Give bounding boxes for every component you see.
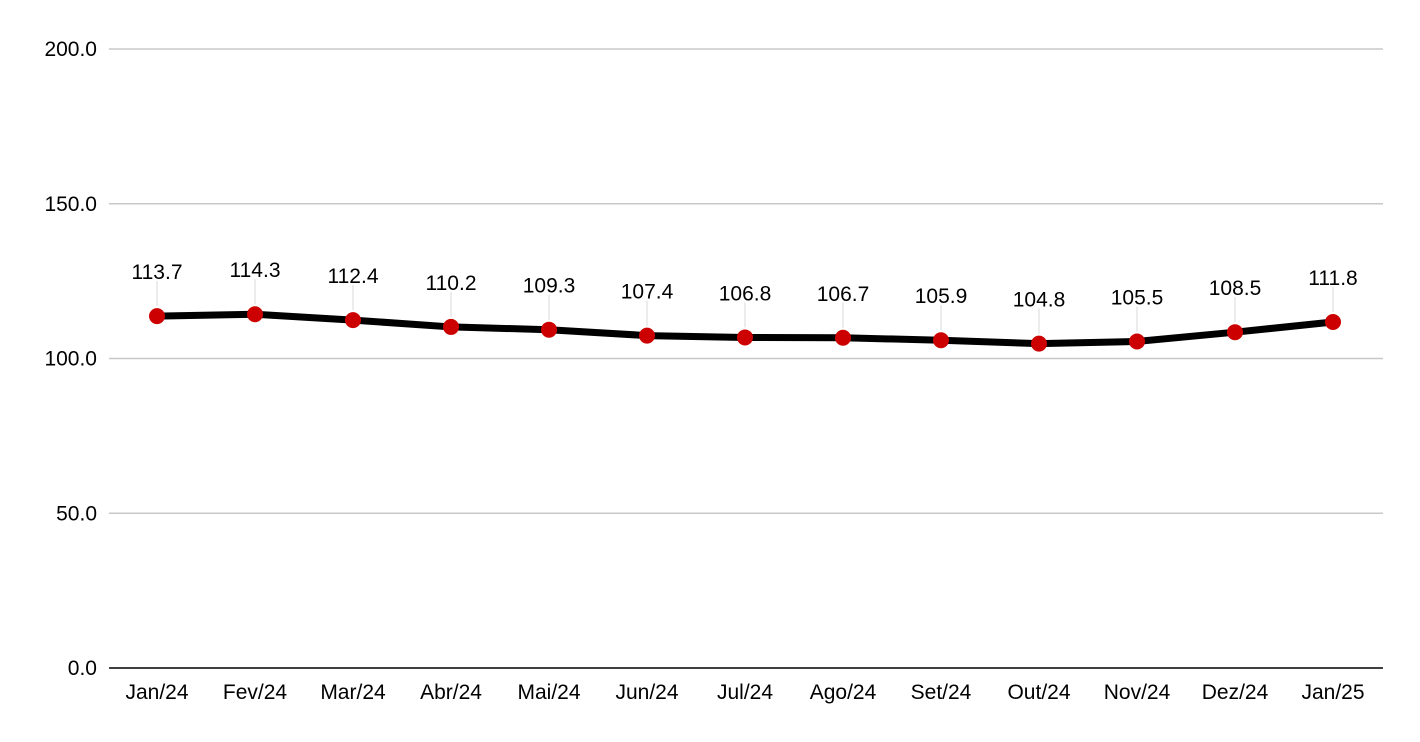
x-tick-label: Mar/24 (320, 681, 386, 704)
data-label: 106.7 (817, 283, 870, 306)
x-tick-label: Jan/24 (125, 681, 188, 704)
y-tick-label: 0.0 (68, 657, 97, 680)
x-tick-label: Ago/24 (810, 681, 877, 704)
x-tick-label: Mai/24 (517, 681, 580, 704)
data-point-marker (345, 312, 361, 329)
y-tick-label: 100.0 (44, 348, 97, 371)
data-point-marker (149, 308, 165, 325)
x-tick-label: Abr/24 (420, 681, 482, 704)
x-tick-label: Nov/24 (1104, 681, 1171, 704)
data-label: 110.2 (426, 272, 477, 295)
data-point-marker (541, 321, 557, 338)
data-point-marker (443, 318, 459, 335)
data-point-marker (1325, 313, 1341, 330)
y-tick-label: 50.0 (56, 502, 97, 525)
x-tick-label: Jul/24 (717, 681, 773, 704)
data-point-marker (933, 332, 949, 349)
x-tick-label: Jan/25 (1301, 681, 1364, 704)
y-tick-label: 200.0 (44, 38, 97, 61)
data-point-marker (737, 329, 753, 346)
data-label: 105.5 (1111, 286, 1164, 309)
x-tick-label: Jun/24 (615, 681, 678, 704)
data-point-marker (247, 306, 263, 323)
data-label-leader-lines (156, 279, 1334, 334)
data-label: 114.3 (230, 259, 281, 282)
data-label: 107.4 (621, 281, 674, 304)
x-tick-label: Set/24 (911, 681, 972, 704)
data-label: 108.5 (1209, 277, 1262, 300)
y-axis-tick-labels: 0.0 50.0 100.0 150.0 200.0 (44, 38, 97, 680)
data-point-marker (639, 327, 655, 344)
x-axis-tick-labels: Jan/24 Fev/24 Mar/24 Abr/24 Mai/24 Jun/24 Jul/… (125, 681, 1364, 704)
data-point-marker (1031, 335, 1047, 352)
data-label: 109.3 (523, 275, 576, 298)
x-tick-label: Out/24 (1007, 681, 1070, 704)
x-tick-label: Fev/24 (223, 681, 288, 704)
y-gridlines (109, 48, 1383, 514)
data-label: 113.7 (132, 261, 183, 284)
data-point-marker (1227, 324, 1243, 341)
x-tick-label: Dez/24 (1202, 681, 1269, 704)
data-label: 112.4 (328, 265, 379, 288)
data-labels: 113.7 114.3 112.4 110.2 109.3 107.4 106.8 106.7… (132, 259, 1358, 311)
y-tick-label: 150.0 (44, 193, 97, 216)
data-label: 106.8 (719, 282, 772, 305)
data-label: 111.8 (1308, 267, 1357, 290)
data-point-marker (835, 329, 851, 346)
data-label: 105.9 (915, 285, 968, 308)
series-markers (149, 306, 1341, 352)
data-label: 104.8 (1013, 289, 1066, 312)
data-point-marker (1129, 333, 1145, 350)
